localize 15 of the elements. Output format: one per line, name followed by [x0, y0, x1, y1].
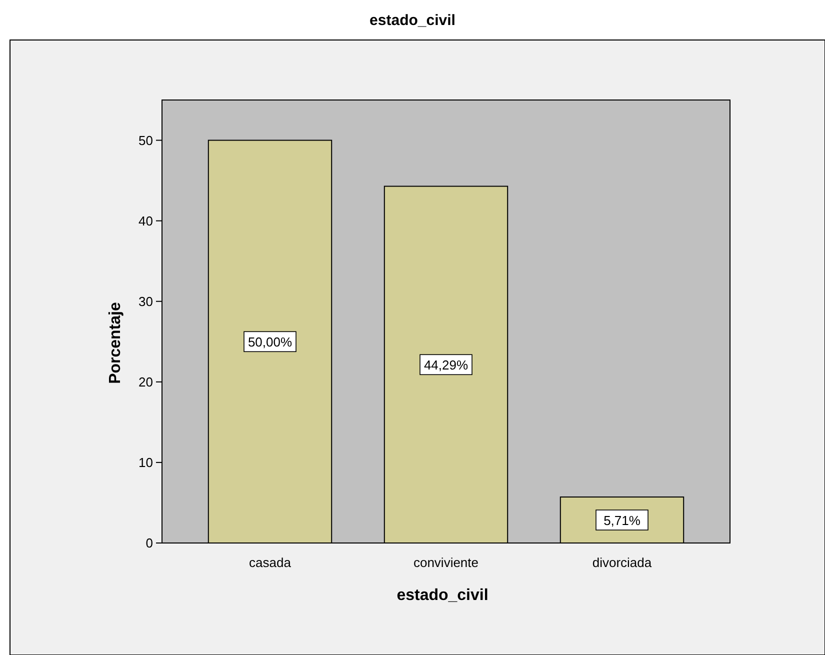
- data-label: 5,71%: [604, 513, 641, 528]
- x-tick-label: conviviente: [413, 555, 479, 570]
- y-tick-label: 50: [138, 132, 153, 148]
- x-axis-title: estado_civil: [396, 587, 488, 604]
- data-label: 50,00%: [248, 334, 292, 350]
- chart-title: estado_civil: [370, 12, 456, 29]
- x-tick-label: casada: [249, 555, 292, 570]
- x-tick-label: divorciada: [592, 555, 652, 570]
- y-tick-label: 30: [138, 294, 153, 309]
- data-label: 44,29%: [424, 358, 468, 373]
- y-axis-title: Porcentaje: [107, 302, 124, 384]
- y-tick-label: 20: [138, 374, 153, 390]
- y-tick-label: 40: [138, 213, 153, 228]
- y-tick-label: 0: [146, 536, 153, 550]
- y-tick-label: 10: [138, 454, 153, 470]
